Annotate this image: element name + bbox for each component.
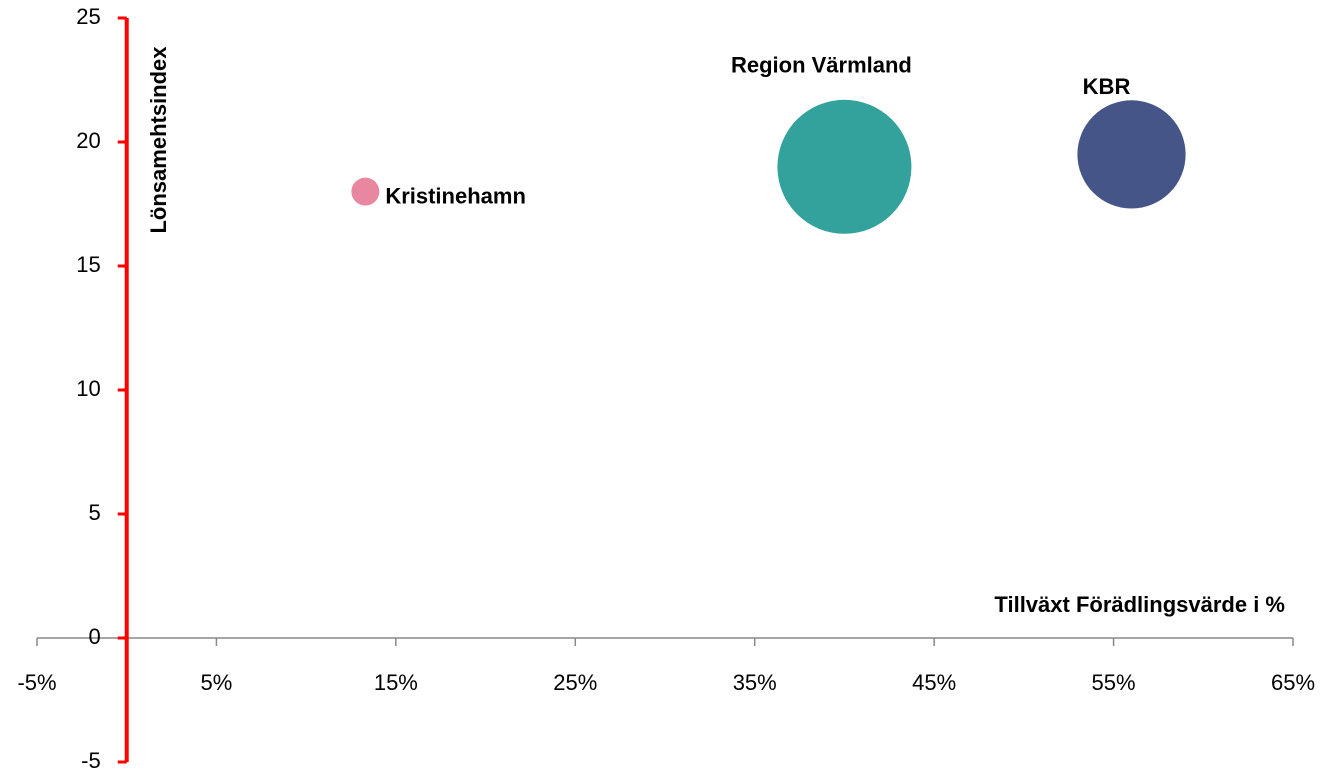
bubble (351, 177, 380, 206)
data-label: Region Värmland (731, 53, 912, 78)
x-tick-label: 55% (1092, 670, 1136, 695)
x-tick-label: 25% (553, 670, 597, 695)
x-tick-label: 65% (1271, 670, 1315, 695)
bubble (1077, 100, 1186, 209)
y-tick-label: 10 (76, 376, 100, 401)
y-tick-label: 5 (88, 500, 100, 525)
y-tick-label: 15 (76, 252, 100, 277)
data-label: KBR (1083, 74, 1131, 99)
x-tick-label: 45% (912, 670, 956, 695)
data-label: Kristinehamn (385, 183, 526, 208)
x-tick-label: 35% (733, 670, 777, 695)
y-tick-label: 20 (76, 128, 100, 153)
y-axis-label: Lönsamehtsindex (146, 46, 171, 234)
x-axis-label: Tillväxt Förädlingsvärde i % (994, 592, 1285, 617)
y-tick-label: -5 (81, 748, 101, 773)
x-tick-label: 15% (374, 670, 418, 695)
bubble (777, 99, 912, 234)
y-tick-label: 0 (88, 624, 100, 649)
x-tick-label: -5% (17, 670, 56, 695)
y-tick-label: 25 (76, 4, 100, 29)
x-tick-label: 5% (201, 670, 233, 695)
